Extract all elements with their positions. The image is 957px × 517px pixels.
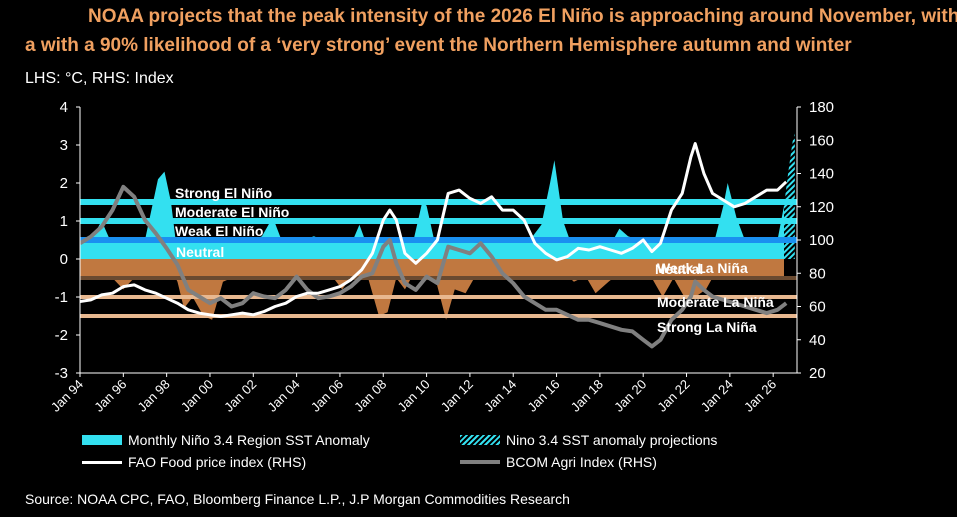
x-tick-label: Jan 94: [48, 377, 86, 415]
left-tick-label: 1: [60, 213, 68, 230]
x-tick-label: Jan 16: [524, 377, 562, 415]
threshold-label-7: Strong La Niña: [657, 319, 757, 335]
x-tick-label: Jan 08: [351, 377, 389, 415]
right-tick-label: 180: [809, 99, 834, 116]
x-tick-label: Jan 20: [611, 377, 649, 415]
x-tick-label: Jan 98: [135, 377, 173, 415]
x-tick-label: Jan 26: [741, 377, 779, 415]
sst-negative-area: [80, 259, 785, 320]
threshold-label-6: Moderate La Niña: [657, 294, 774, 310]
right-tick-label: 80: [809, 265, 826, 282]
x-tick-label: Jan 06: [308, 377, 346, 415]
units-label: LHS: °C, RHS: Index: [25, 70, 174, 87]
x-tick-label: Jan 04: [265, 377, 303, 415]
left-tick-label: 3: [60, 137, 68, 154]
right-tick-label: 120: [809, 199, 834, 216]
right-tick-label: 20: [809, 365, 826, 382]
x-tick-label: Jan 00: [178, 377, 216, 415]
x-tick-label: Jan 96: [91, 377, 129, 415]
fao-line: [80, 142, 788, 318]
threshold-label-3: Neutral: [176, 244, 224, 260]
x-tick-label: Jan 24: [698, 377, 736, 415]
sst-projection-area: [784, 133, 795, 259]
left-tick-label: 2: [60, 175, 68, 192]
x-tick-label: Jan 12: [438, 377, 476, 415]
threshold-label-1: Moderate El Niño: [175, 204, 289, 220]
left-tick-label: 0: [60, 251, 68, 268]
x-tick-label: Jan 14: [481, 377, 519, 415]
threshold-label-0: Strong El Niño: [175, 185, 272, 201]
left-tick-label: -2: [55, 327, 68, 344]
threshold-label-5: Weak La Niña: [657, 260, 748, 276]
left-tick-label: -3: [55, 365, 68, 382]
threshold-label-4: Neutral: [655, 261, 703, 277]
x-tick-label: Jan 10: [394, 377, 432, 415]
left-tick-label: -1: [55, 289, 68, 306]
left-tick-label: 4: [60, 99, 68, 116]
x-tick-label: Jan 02: [221, 377, 259, 415]
x-tick-label: Jan 22: [654, 377, 692, 415]
bcom-line: [80, 184, 788, 349]
right-tick-label: 40: [809, 332, 826, 349]
x-tick-label: Jan 18: [568, 377, 606, 415]
threshold-label-2: Weak El Niño: [175, 223, 263, 239]
right-tick-label: 60: [809, 299, 826, 316]
right-tick-label: 100: [809, 232, 834, 249]
title-line-2: a with a 90% likelihood of a ‘very stron…: [25, 35, 852, 56]
source-note: Source: NOAA CPC, FAO, Bloomberg Finance…: [25, 491, 570, 507]
right-tick-label: 160: [809, 132, 834, 149]
title-line-1: NOAA projects that the peak intensity of…: [88, 6, 957, 27]
right-tick-label: 140: [809, 166, 834, 183]
